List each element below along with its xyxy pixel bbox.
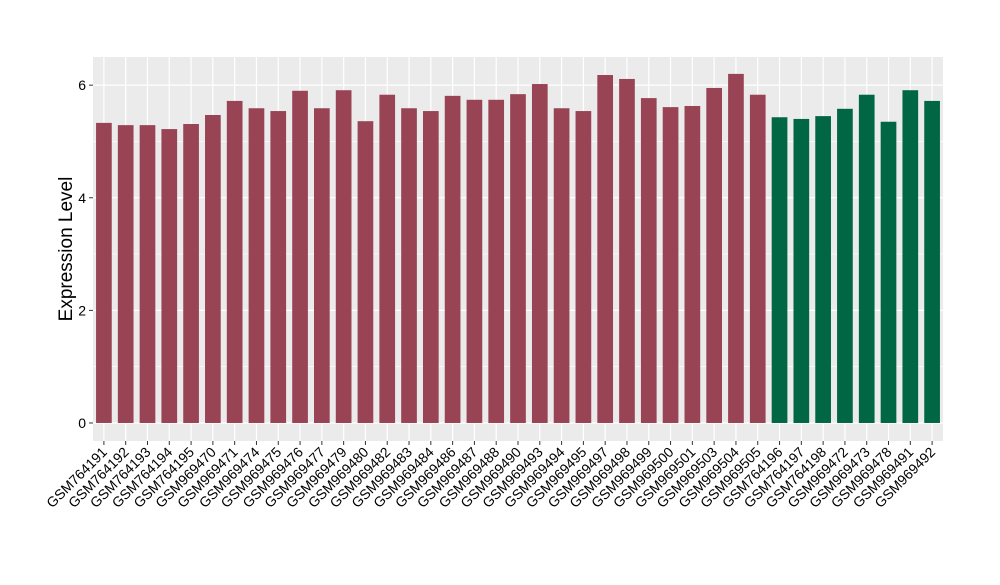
bar	[117, 125, 134, 423]
bar	[292, 90, 308, 423]
bar	[793, 118, 810, 423]
bar	[379, 94, 396, 423]
bar	[706, 87, 722, 423]
bar	[531, 84, 548, 423]
y-axis-label: Expression Level	[56, 177, 77, 322]
bar	[314, 108, 330, 423]
bar	[139, 125, 156, 423]
bar	[226, 100, 243, 423]
bar	[924, 100, 940, 423]
bar	[444, 95, 461, 423]
y-tick-label: 4	[78, 190, 86, 206]
bar	[205, 114, 221, 423]
bar	[575, 111, 592, 423]
bar	[684, 105, 701, 423]
bar	[597, 75, 614, 423]
bar	[96, 122, 112, 423]
bar	[880, 121, 897, 423]
bar	[553, 108, 570, 423]
bar	[771, 117, 788, 423]
bar	[248, 108, 265, 423]
bar	[749, 94, 766, 423]
bar	[335, 90, 352, 423]
y-tick-label: 0	[78, 415, 86, 431]
bar	[858, 94, 875, 423]
bar	[401, 108, 417, 423]
bar	[728, 73, 744, 423]
bar	[640, 98, 657, 423]
bar	[183, 124, 199, 423]
bar	[662, 107, 679, 423]
bar	[902, 90, 919, 423]
bar	[422, 111, 439, 423]
bar	[270, 111, 287, 423]
bar	[837, 108, 853, 423]
bar	[466, 99, 483, 423]
bar	[619, 78, 635, 423]
bar	[510, 94, 526, 423]
bar	[488, 99, 505, 423]
bar	[161, 129, 178, 423]
bar	[815, 116, 831, 423]
y-tick-label: 2	[78, 302, 86, 318]
bar	[357, 121, 374, 423]
y-tick-label: 6	[78, 77, 86, 93]
